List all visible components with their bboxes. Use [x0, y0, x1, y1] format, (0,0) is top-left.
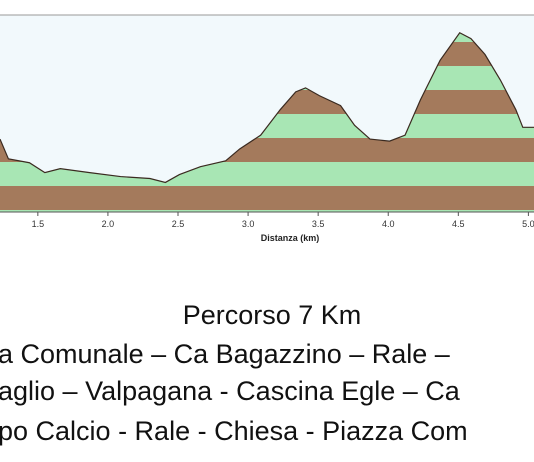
x-tick-label: 2.5	[172, 219, 185, 229]
caption-title: Percorso 7 Km	[183, 300, 362, 330]
x-tick-label: 1.5	[32, 219, 45, 229]
caption-line: aglio – Valpagana - Cascina Egle – Ca	[0, 376, 461, 406]
x-tick-label: 3.0	[242, 219, 255, 229]
x-tick-label: 5.0	[522, 219, 534, 229]
caption-line: po Calcio - Rale - Chiesa - Piazza Com	[0, 416, 468, 446]
elevation-area	[0, 32, 534, 213]
x-tick-label: 3.5	[312, 219, 325, 229]
x-tick-label: 4.5	[452, 219, 465, 229]
x-tick-label: 2.0	[102, 219, 115, 229]
elevation-line	[0, 31, 534, 184]
caption-line: a Comunale – Ca Bagazzino – Rale –	[0, 339, 450, 369]
x-axis-label: Distanza (km)	[261, 233, 320, 243]
x-tick-label: 4.0	[382, 219, 395, 229]
